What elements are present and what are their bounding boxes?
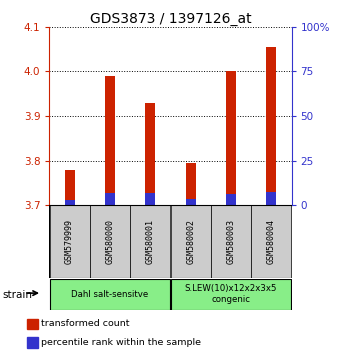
Bar <box>105 76 115 205</box>
Text: S.LEW(10)x12x2x3x5
congenic: S.LEW(10)x12x2x3x5 congenic <box>185 285 277 304</box>
Text: GSM580004: GSM580004 <box>267 219 276 264</box>
Bar <box>266 47 277 205</box>
Text: Dahl salt-sensitve: Dahl salt-sensitve <box>71 290 149 299</box>
Bar <box>226 194 236 205</box>
Bar <box>50 279 170 310</box>
Bar <box>186 199 196 205</box>
Text: GSM579999: GSM579999 <box>65 219 74 264</box>
Bar <box>226 71 236 205</box>
Bar <box>211 205 251 278</box>
Title: GDS3873 / 1397126_at: GDS3873 / 1397126_at <box>90 12 251 25</box>
Bar <box>105 193 115 205</box>
Text: GSM580000: GSM580000 <box>105 219 115 264</box>
Bar <box>64 200 75 205</box>
Bar <box>64 170 75 205</box>
Text: GSM580002: GSM580002 <box>186 219 195 264</box>
Bar <box>130 205 170 278</box>
Text: strain: strain <box>3 290 33 299</box>
Bar <box>171 205 211 278</box>
Bar <box>27 337 38 348</box>
Bar <box>145 193 155 205</box>
Bar <box>266 192 277 205</box>
Text: GSM580001: GSM580001 <box>146 219 155 264</box>
Bar <box>145 103 155 205</box>
Bar <box>171 279 291 310</box>
Text: transformed count: transformed count <box>41 319 129 329</box>
Bar <box>50 205 90 278</box>
Bar <box>251 205 291 278</box>
Text: GSM580003: GSM580003 <box>226 219 236 264</box>
Bar <box>27 319 38 329</box>
Text: percentile rank within the sample: percentile rank within the sample <box>41 338 201 347</box>
Bar <box>186 163 196 205</box>
Bar <box>90 205 130 278</box>
